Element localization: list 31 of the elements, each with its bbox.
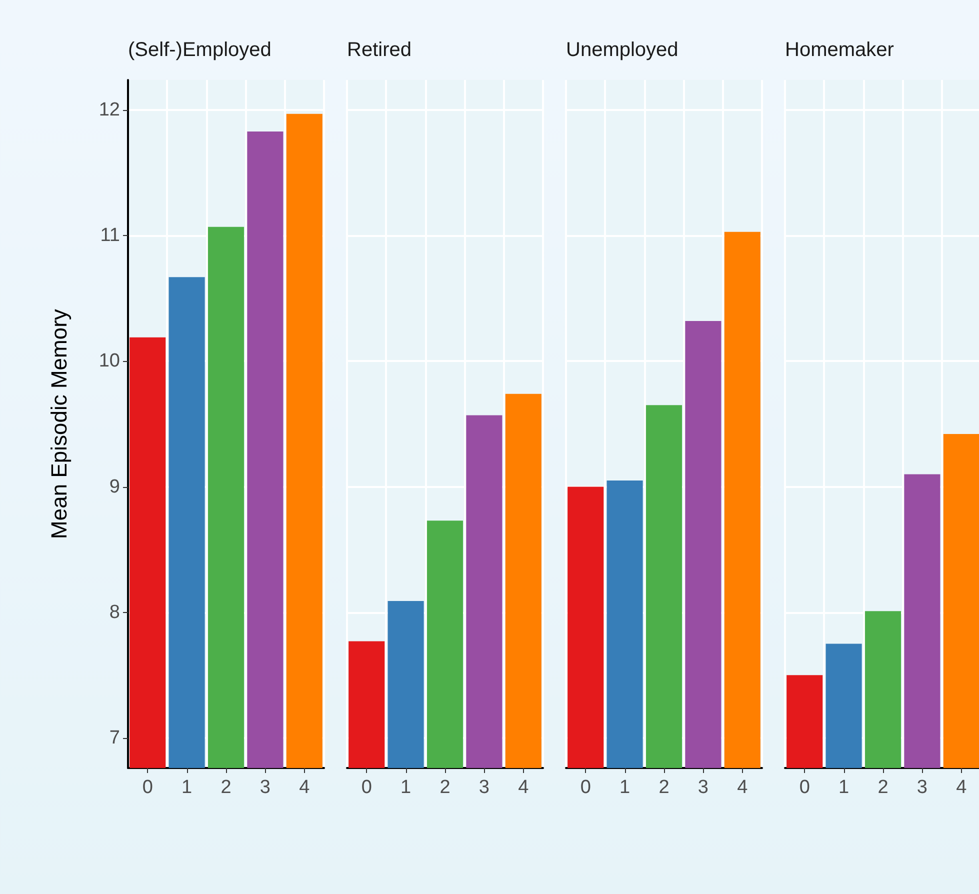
- y-tick-label: 8: [109, 602, 120, 623]
- x-tick-label: 3: [916, 777, 928, 798]
- y-tick-label: 9: [109, 476, 120, 498]
- y-tick-label: 12: [98, 100, 120, 121]
- x-tick-label: 1: [400, 777, 412, 798]
- x-tick-label: 4: [737, 777, 748, 798]
- x-tick-label: 2: [658, 777, 670, 798]
- x-tick-label: 2: [220, 777, 232, 798]
- x-tick-label: 0: [799, 777, 810, 798]
- x-tick-label: 2: [878, 777, 888, 798]
- chart-title: Homemaker: [785, 39, 894, 61]
- x-tick-label: 0: [580, 777, 591, 798]
- x-tick-label: 3: [260, 777, 270, 798]
- x-tick-label: 1: [182, 777, 192, 798]
- y-tick-label: 10: [98, 350, 120, 372]
- chart-title: Unemployed: [566, 39, 678, 61]
- y-tick-label: 7: [109, 727, 120, 748]
- x-tick-label: 0: [361, 777, 372, 798]
- chart-title: (Self-)Employed: [128, 39, 272, 61]
- x-tick-label: 1: [620, 777, 630, 798]
- x-tick-label: 4: [518, 777, 530, 798]
- x-tick-label: 4: [299, 777, 310, 798]
- x-tick-label: 1: [838, 777, 850, 798]
- y-tick-label: 11: [100, 225, 120, 246]
- x-tick-label: 3: [698, 777, 708, 798]
- y-axis-title: Mean Episodic Memory: [46, 309, 72, 539]
- chart-title: Retired: [347, 39, 412, 61]
- x-tick-label: 0: [142, 777, 153, 798]
- x-tick-label: 2: [440, 777, 450, 798]
- x-tick-label: 3: [478, 777, 490, 798]
- x-tick-label: 4: [956, 777, 968, 798]
